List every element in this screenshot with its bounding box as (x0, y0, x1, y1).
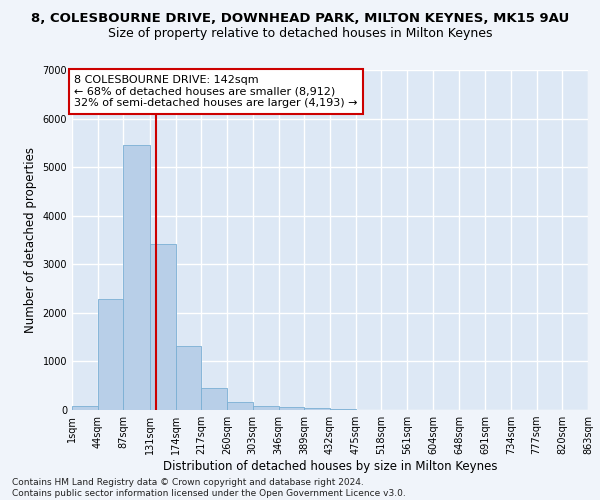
Bar (98, 300, 124, 410)
Bar (176, 346, 201, 410)
Text: 8, COLESBOURNE DRIVE, DOWNHEAD PARK, MILTON KEYNES, MK15 9AU: 8, COLESBOURNE DRIVE, DOWNHEAD PARK, MIL… (31, 12, 569, 26)
Y-axis label: Number of detached properties: Number of detached properties (24, 147, 37, 333)
Bar (278, 408, 304, 410)
Bar (227, 402, 253, 410)
Bar (304, 408, 330, 410)
Bar (150, 244, 176, 410)
Bar (124, 145, 150, 410)
Text: 8 COLESBOURNE DRIVE: 142sqm
← 68% of detached houses are smaller (8,912)
32% of : 8 COLESBOURNE DRIVE: 142sqm ← 68% of det… (74, 75, 358, 108)
Bar (72, 406, 98, 410)
Bar (201, 388, 227, 410)
Text: Contains HM Land Registry data © Crown copyright and database right 2024.
Contai: Contains HM Land Registry data © Crown c… (12, 478, 406, 498)
X-axis label: Distribution of detached houses by size in Milton Keynes: Distribution of detached houses by size … (163, 460, 497, 473)
Bar (253, 406, 278, 410)
Text: Size of property relative to detached houses in Milton Keynes: Size of property relative to detached ho… (108, 28, 492, 40)
